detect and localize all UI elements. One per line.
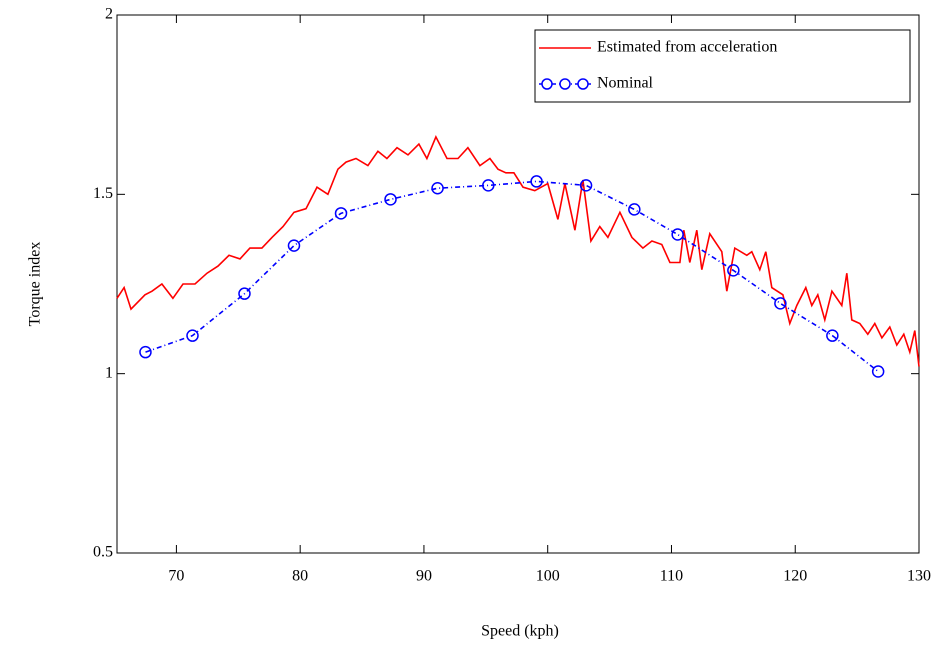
- point-marker: [530, 175, 543, 188]
- y-tick-label: 1: [105, 364, 113, 381]
- point-marker: [871, 365, 885, 378]
- point-marker: [727, 264, 740, 277]
- point-marker: [287, 239, 301, 252]
- x-axis-label: Speed (kph): [481, 623, 559, 640]
- legend-label: Nominal: [597, 75, 654, 92]
- point-marker: [186, 329, 199, 342]
- point-marker: [628, 203, 641, 216]
- y-tick-label: 2: [105, 6, 113, 23]
- y-tick-label: 0.5: [93, 544, 113, 561]
- legend-box: [534, 29, 911, 103]
- y-tick-label: 1.5: [93, 185, 113, 202]
- point-marker: [671, 228, 684, 241]
- point-marker: [579, 179, 593, 192]
- point-marker: [334, 207, 348, 220]
- x-tick-label: 120: [783, 568, 807, 585]
- x-tick-label: 100: [536, 568, 560, 585]
- point-marker: [482, 179, 495, 192]
- x-tick-label: 130: [907, 568, 931, 585]
- point-marker: [238, 287, 251, 300]
- legend-label: Estimated from acceleration: [597, 39, 777, 56]
- legend-marker: [541, 78, 553, 90]
- x-tick-label: 90: [416, 568, 432, 585]
- point-marker: [774, 297, 787, 310]
- point-marker: [384, 193, 397, 206]
- y-axis-label: Torque index: [27, 242, 44, 327]
- series-line: [116, 135, 920, 367]
- x-tick-label: 70: [168, 568, 184, 585]
- point-marker: [431, 181, 444, 195]
- legend-marker: [577, 78, 589, 90]
- series-line: [145, 180, 879, 373]
- x-tick-label: 110: [660, 568, 683, 585]
- legend-marker: [559, 78, 571, 90]
- point-marker: [826, 329, 839, 342]
- plot-frame: [116, 14, 920, 554]
- x-tick-label: 80: [292, 568, 308, 585]
- point-marker: [139, 345, 152, 359]
